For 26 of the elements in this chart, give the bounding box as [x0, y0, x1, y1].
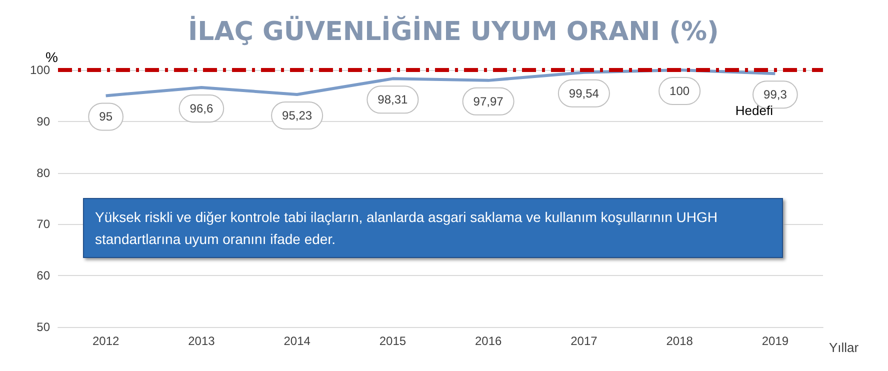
chart-title: İLAÇ GÜVENLİĞİNE UYUM ORANI (%): [188, 15, 719, 47]
ref-line-label: Hedefi: [735, 103, 774, 118]
x-axis-title: Yıllar: [829, 340, 860, 355]
x-tick-label: 2016: [474, 334, 502, 348]
x-tick-label: 2014: [284, 334, 311, 348]
y-tick-label: 50: [36, 320, 50, 334]
x-tick-label: 2017: [570, 334, 598, 348]
x-tick-label: 2013: [188, 334, 216, 348]
data-label: 99,3: [764, 88, 788, 102]
y-tick-label: 80: [36, 166, 50, 180]
data-label: 95,23: [282, 108, 312, 123]
y-tick-label: 70: [36, 217, 50, 232]
x-tick-label: 2012: [92, 334, 120, 348]
y-tick-label: 60: [36, 268, 50, 283]
x-tick-label: 2019: [762, 334, 789, 348]
y-axis-title: %: [46, 49, 58, 66]
data-label: 97,97: [473, 94, 504, 108]
data-label: 99,54: [568, 86, 600, 100]
x-tick-label: 2018: [666, 334, 694, 348]
data-label: 100: [670, 84, 690, 98]
y-tick-label: 90: [36, 114, 50, 128]
data-label: 96,6: [190, 101, 214, 116]
x-tick-label: 2015: [379, 334, 406, 348]
data-label: 98,31: [378, 92, 408, 107]
data-label: 95: [99, 110, 113, 124]
y-tick-label: 100: [30, 63, 50, 77]
